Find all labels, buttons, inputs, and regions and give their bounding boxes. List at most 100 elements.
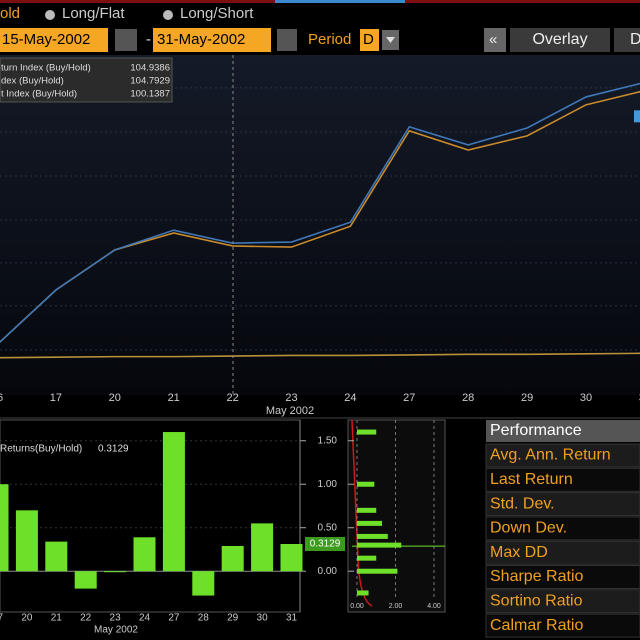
performance-header: [486, 420, 640, 442]
y-tick-label: 1.50: [318, 435, 338, 446]
x-tick-label: 17: [0, 613, 3, 624]
legend-label: turn Index (Buy/Hold): [1, 63, 91, 74]
bar: [251, 523, 274, 572]
hist-bar: [357, 481, 375, 487]
x-axis-label: May 2002: [94, 625, 138, 636]
bar: [162, 432, 185, 572]
y-tick-label: 0.00: [318, 566, 338, 577]
start-date[interactable]: 15-May-2002: [2, 31, 90, 48]
x-tick-label: 21: [51, 613, 63, 624]
bar: [192, 571, 215, 596]
radio[interactable]: [163, 10, 173, 20]
bar: [15, 510, 38, 572]
radio[interactable]: [45, 10, 55, 20]
x-tick-label: 20: [21, 613, 33, 624]
period-label: Period: [308, 31, 351, 48]
performance-label: Last Return: [490, 471, 573, 488]
tab[interactable]: [614, 28, 640, 52]
back[interactable]: «: [489, 31, 497, 48]
x-tick-label: 31: [286, 613, 298, 624]
tab-label[interactable]: D: [630, 31, 640, 48]
x-tick-label: 30: [580, 392, 592, 404]
value-marker-label: 0.3129: [310, 539, 341, 550]
legend-label: t Index (Buy/Hold): [1, 89, 77, 100]
hist-bar: [357, 520, 383, 526]
legend-label: dex (Buy/Hold): [1, 76, 64, 87]
top-strip-tab: [275, 0, 405, 3]
separator: -: [146, 31, 151, 48]
mode[interactable]: old: [0, 5, 20, 22]
option[interactable]: Long/Flat: [62, 5, 125, 22]
x-tick-label: 30: [257, 613, 269, 624]
performance-title: Performance: [490, 422, 582, 439]
last-value-marker: [634, 110, 640, 123]
x-tick-label: 4.00: [427, 603, 441, 610]
x-tick-label: 27: [403, 392, 415, 404]
calendar-icon[interactable]: [277, 29, 297, 51]
period-box[interactable]: [360, 29, 379, 51]
performance-label: Down Dev.: [490, 520, 567, 537]
date-box[interactable]: [153, 28, 271, 52]
calendar-icon[interactable]: [115, 29, 137, 51]
x-tick-label: 28: [198, 613, 210, 624]
date-box[interactable]: [0, 28, 108, 52]
x-tick-label: 29: [227, 613, 239, 624]
y-tick-label: 1.00: [318, 479, 338, 490]
value-marker: [305, 536, 345, 551]
x-tick-label: 20: [109, 392, 121, 404]
main-plot: [0, 55, 640, 395]
hist-bar: [357, 533, 388, 539]
bar: [0, 484, 9, 572]
option[interactable]: Long/Short: [180, 5, 254, 22]
legend-value: 100.1387: [130, 89, 170, 100]
performance-row: [485, 613, 640, 638]
series-line: [0, 82, 640, 344]
end-date[interactable]: 31-May-2002: [157, 31, 245, 48]
dropdown-arrow: [386, 37, 395, 43]
chart-title: Returns(Buy/Hold): [0, 444, 82, 455]
title-value: 0.3129: [98, 444, 129, 455]
x-tick-label: 21: [168, 392, 180, 404]
x-tick-label: 23: [285, 392, 297, 404]
bar: [45, 541, 68, 572]
performance-row: [485, 565, 640, 589]
density-curve: [351, 419, 373, 607]
performance-label: Sharpe Ratio: [490, 568, 583, 585]
x-tick-label: 27: [168, 613, 180, 624]
performance-row: [485, 540, 640, 565]
performance-label: Avg. Ann. Return: [490, 447, 611, 464]
x-tick-label: 31: [639, 392, 640, 404]
performance-label: Sortino Ratio: [490, 593, 583, 610]
x-tick-label: 0.00: [350, 603, 364, 610]
legend-value: 104.9386: [130, 63, 170, 74]
legend: [0, 57, 173, 103]
hist-bar: [357, 590, 369, 596]
legend-value: 104.7929: [130, 76, 170, 87]
performance-row: [485, 589, 640, 614]
x-tick-label: 24: [139, 613, 151, 624]
hist-bar: [357, 542, 402, 548]
hist-bar: [357, 568, 398, 574]
x-tick-label: 22: [226, 392, 238, 404]
x-axis-label: May 2002: [266, 405, 314, 417]
performance-row: [485, 492, 640, 517]
hist-bar: [357, 555, 377, 561]
x-tick-label: 28: [462, 392, 474, 404]
distribution-plot: [347, 419, 446, 613]
y-tick-label: 0.50: [318, 522, 338, 533]
bar: [133, 537, 156, 572]
tab-label[interactable]: Overlay: [532, 31, 587, 48]
series-line: [0, 352, 640, 359]
tab[interactable]: [510, 28, 610, 52]
x-tick-label: 16: [0, 392, 3, 404]
period[interactable]: D: [363, 31, 374, 48]
performance-row: [485, 467, 640, 492]
bar: [104, 571, 127, 573]
x-tick-label: 17: [50, 392, 62, 404]
back-button[interactable]: [484, 28, 506, 52]
x-tick-label: 2.00: [389, 603, 403, 610]
hist-bar: [357, 507, 377, 513]
performance-label: Max DD: [490, 544, 548, 561]
x-tick-label: 22: [80, 613, 92, 624]
